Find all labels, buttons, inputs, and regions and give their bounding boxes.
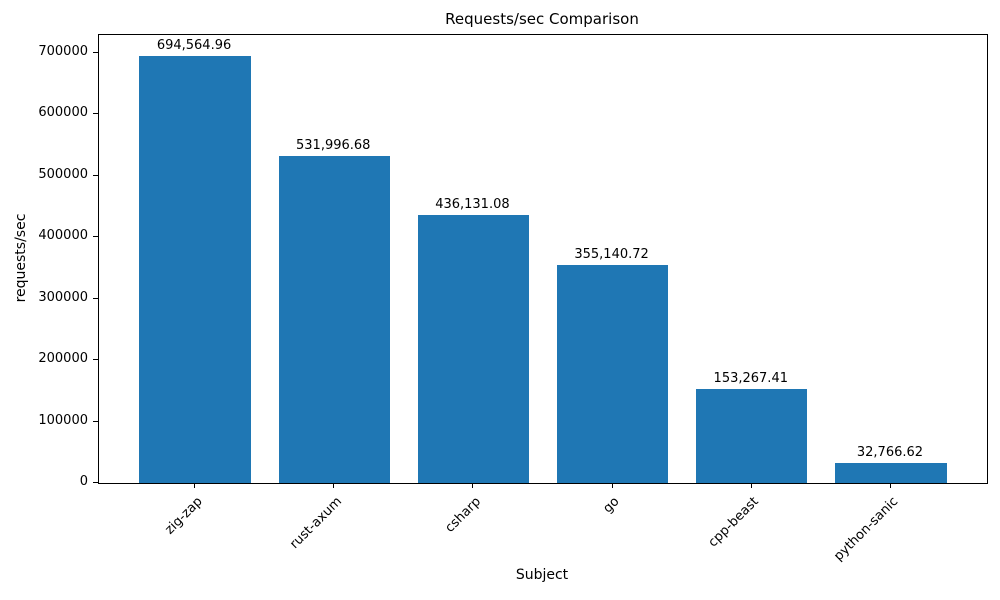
- chart-title: Requests/sec Comparison: [445, 10, 639, 28]
- x-tick-label-csharp: csharp: [442, 494, 484, 536]
- bar-value-label: 355,140.72: [574, 246, 649, 262]
- x-tick: [611, 483, 613, 488]
- x-tick: [194, 483, 196, 488]
- y-tick: [93, 297, 98, 299]
- x-tick-label-zig-zap: zig-zap: [161, 494, 206, 538]
- x-tick-label-go: go: [600, 494, 623, 517]
- bar-rust-axum: [278, 156, 390, 483]
- plot-area: [98, 34, 988, 484]
- bar-go: [556, 264, 669, 483]
- y-tick-label: 500000: [38, 166, 88, 182]
- y-tick-label: 0: [79, 474, 88, 489]
- bar-cpp-beast: [696, 388, 808, 483]
- x-axis-label: Subject: [515, 567, 569, 583]
- x-tick-label-python-sanic: python-sanic: [831, 494, 902, 565]
- bar-value-label: 436,131.08: [435, 197, 510, 213]
- bar-value-label: 153,267.41: [713, 370, 788, 386]
- x-tick-label-cpp-beast: cpp-beast: [705, 494, 763, 551]
- y-tick-label: 200000: [38, 351, 88, 367]
- x-tick: [750, 483, 752, 488]
- y-tick-label: 100000: [38, 412, 88, 428]
- x-tick: [472, 483, 474, 488]
- y-tick-label: 600000: [38, 105, 88, 121]
- bar-zig-zap: [139, 56, 251, 483]
- y-tick: [93, 482, 98, 483]
- bar-csharp: [417, 215, 530, 483]
- y-tick-label: 300000: [38, 289, 88, 305]
- y-tick: [93, 51, 98, 53]
- bar-value-label: 32,766.62: [856, 444, 924, 460]
- y-tick: [93, 420, 98, 422]
- y-tick: [93, 236, 98, 238]
- y-axis-label: requests/sec: [13, 213, 29, 303]
- bar-python-sanic: [835, 462, 947, 483]
- x-tick: [333, 483, 335, 488]
- y-tick: [93, 113, 98, 115]
- x-tick-label-rust-axum: rust-axum: [286, 494, 345, 552]
- y-tick: [93, 359, 98, 361]
- y-tick-label: 700000: [38, 43, 88, 59]
- x-tick: [889, 483, 891, 488]
- y-tick: [93, 174, 98, 176]
- y-tick-label: 400000: [38, 228, 88, 244]
- bar-value-label: 531,996.68: [296, 138, 371, 154]
- bar-value-label: 694,564.96: [156, 38, 232, 54]
